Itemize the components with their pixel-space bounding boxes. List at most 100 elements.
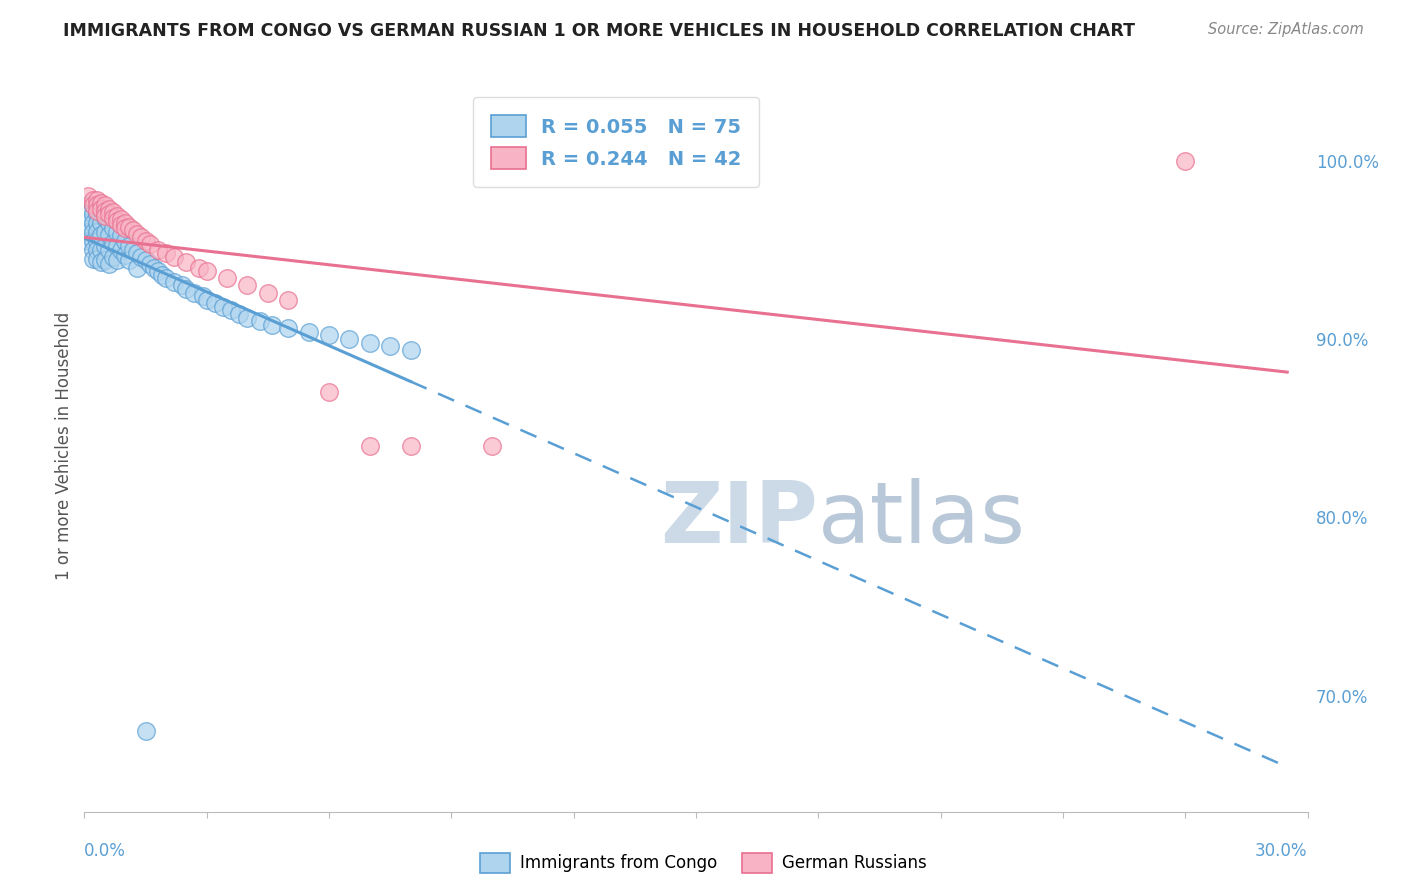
Point <box>131 250 153 264</box>
Text: Source: ZipAtlas.com: Source: ZipAtlas.com <box>1208 22 1364 37</box>
Point <box>86 198 108 212</box>
Point <box>277 293 299 307</box>
Point <box>359 439 381 453</box>
Point <box>86 243 108 257</box>
Point <box>127 246 149 260</box>
Point <box>204 296 226 310</box>
Point <box>97 202 120 216</box>
Point <box>277 321 299 335</box>
Text: 30.0%: 30.0% <box>1256 842 1308 860</box>
Point <box>101 235 124 250</box>
Point <box>380 339 402 353</box>
Point <box>90 203 112 218</box>
Point <box>86 203 108 218</box>
Legend: Immigrants from Congo, German Russians: Immigrants from Congo, German Russians <box>472 847 934 880</box>
Point <box>114 248 136 262</box>
Point <box>93 198 115 212</box>
Point <box>77 207 100 221</box>
Text: ZIP: ZIP <box>661 477 818 561</box>
Point <box>82 198 104 212</box>
Point <box>399 343 422 357</box>
Point <box>101 221 124 235</box>
Point <box>82 243 104 257</box>
Point <box>77 216 100 230</box>
Point <box>97 216 120 230</box>
Point <box>1174 153 1197 168</box>
Point <box>127 227 149 241</box>
Point <box>339 332 361 346</box>
Point <box>135 234 157 248</box>
Point <box>118 253 141 268</box>
Point <box>399 439 422 453</box>
Point <box>97 207 120 221</box>
Point <box>163 250 186 264</box>
Point <box>131 230 153 244</box>
Point <box>110 228 132 243</box>
Point <box>86 252 108 266</box>
Point <box>97 257 120 271</box>
Point <box>135 724 157 739</box>
Point <box>90 228 112 243</box>
Point <box>172 278 194 293</box>
Point <box>138 257 160 271</box>
Point <box>90 243 112 257</box>
Point <box>249 314 271 328</box>
Point <box>105 214 128 228</box>
Point <box>97 243 120 257</box>
Point <box>77 189 100 203</box>
Point <box>135 253 157 268</box>
Point <box>228 307 250 321</box>
Point <box>82 207 104 221</box>
Point <box>82 252 104 266</box>
Point <box>86 198 108 212</box>
Point <box>481 439 503 453</box>
Point <box>127 260 149 275</box>
Point <box>82 216 104 230</box>
Point <box>90 196 112 211</box>
Point <box>82 193 104 207</box>
Point <box>150 268 173 282</box>
Point <box>93 225 115 239</box>
Y-axis label: 1 or more Vehicles in Household: 1 or more Vehicles in Household <box>55 312 73 580</box>
Point <box>101 205 124 219</box>
Point <box>183 285 205 300</box>
Point <box>93 209 115 223</box>
Point <box>174 255 197 269</box>
Point <box>174 282 197 296</box>
Text: IMMIGRANTS FROM CONGO VS GERMAN RUSSIAN 1 OR MORE VEHICLES IN HOUSEHOLD CORRELAT: IMMIGRANTS FROM CONGO VS GERMAN RUSSIAN … <box>63 22 1135 40</box>
Point <box>122 243 145 257</box>
Point <box>219 303 242 318</box>
Text: atlas: atlas <box>818 477 1026 561</box>
Point <box>86 216 108 230</box>
Text: 0.0%: 0.0% <box>84 842 127 860</box>
Point <box>93 253 115 268</box>
Point <box>187 260 209 275</box>
Point <box>155 271 177 285</box>
Point <box>359 335 381 350</box>
Point <box>257 285 280 300</box>
Point <box>118 219 141 234</box>
Point <box>114 221 136 235</box>
Point <box>101 211 124 225</box>
Point <box>118 239 141 253</box>
Point <box>110 218 132 232</box>
Point <box>195 264 218 278</box>
Point <box>217 271 239 285</box>
Point <box>77 225 100 239</box>
Point <box>298 325 321 339</box>
Point <box>122 223 145 237</box>
Point <box>93 203 115 218</box>
Legend: R = 0.055   N = 75, R = 0.244   N = 42: R = 0.055 N = 75, R = 0.244 N = 42 <box>474 97 759 187</box>
Point <box>90 202 112 216</box>
Point <box>105 209 128 223</box>
Point <box>90 216 112 230</box>
Point <box>155 246 177 260</box>
Point <box>93 211 115 225</box>
Point <box>86 225 108 239</box>
Point <box>97 228 120 243</box>
Point <box>163 275 186 289</box>
Point <box>212 300 235 314</box>
Point <box>146 243 169 257</box>
Point <box>114 234 136 248</box>
Point <box>105 253 128 268</box>
